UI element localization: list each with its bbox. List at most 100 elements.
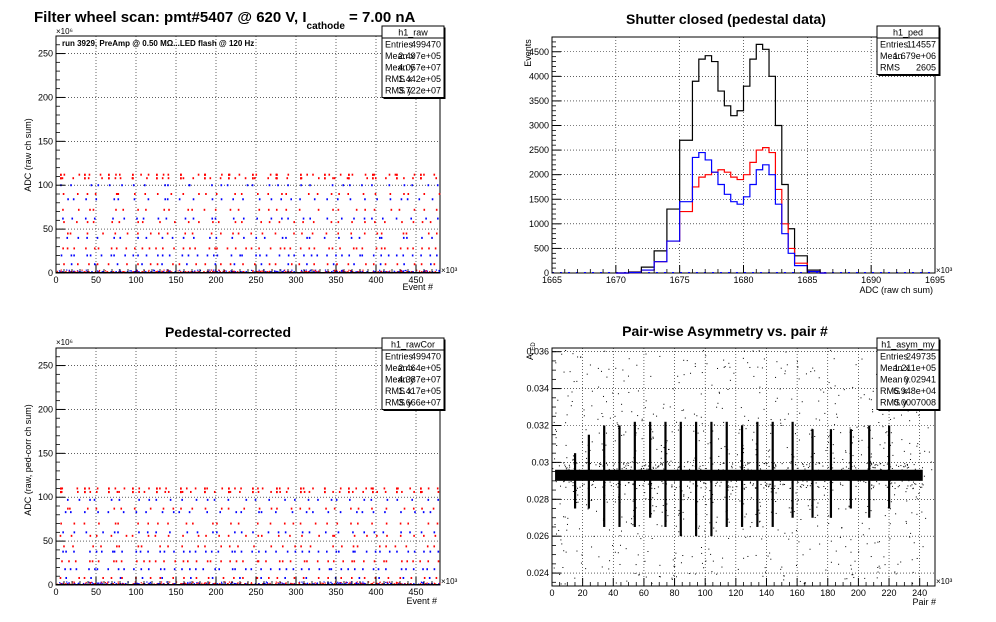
cor-point xyxy=(384,490,387,493)
cor-point xyxy=(333,534,336,537)
asym-point xyxy=(602,519,604,521)
raw-point xyxy=(413,263,416,266)
asym-point xyxy=(823,494,825,496)
asym-point xyxy=(628,482,630,484)
ped-ytick-label: 2500 xyxy=(529,145,549,155)
asym-point xyxy=(729,478,731,480)
raw-point xyxy=(340,217,343,220)
cor-point xyxy=(348,490,350,494)
raw-point xyxy=(341,269,343,272)
raw-point xyxy=(95,198,98,201)
cor-point xyxy=(265,581,267,583)
cor-point xyxy=(386,582,388,584)
asym-point xyxy=(664,426,666,428)
cor-point xyxy=(197,545,200,548)
raw-point xyxy=(277,184,279,187)
raw-point xyxy=(326,198,328,201)
cor-point xyxy=(92,545,94,548)
cor-point xyxy=(372,487,374,490)
asym-point xyxy=(712,501,714,503)
cor-point xyxy=(205,582,207,584)
asym-point xyxy=(692,465,694,467)
asym-point xyxy=(784,370,786,372)
raw-point xyxy=(438,269,440,272)
asym-point xyxy=(775,501,777,503)
raw-point xyxy=(281,271,283,273)
raw-point xyxy=(395,217,398,220)
asym-point xyxy=(701,423,703,425)
asym-point xyxy=(719,485,721,487)
cor-point xyxy=(339,487,342,490)
asym-point xyxy=(851,574,853,576)
cor-point xyxy=(195,568,197,571)
asym-point xyxy=(688,473,690,475)
asym-point xyxy=(591,484,593,486)
raw-point xyxy=(234,193,236,195)
raw-stats-label: Entries xyxy=(385,40,414,50)
asym-point xyxy=(698,440,700,442)
cor-point xyxy=(433,545,436,548)
asym-point xyxy=(811,453,813,455)
asym-point xyxy=(770,491,772,493)
raw-point xyxy=(78,173,81,176)
asym-point xyxy=(671,578,673,580)
asym-point xyxy=(870,456,872,458)
cor-point xyxy=(363,576,366,579)
asym-point xyxy=(657,486,659,488)
raw-point xyxy=(400,270,403,273)
asym-point xyxy=(809,548,811,550)
asym-point xyxy=(722,462,724,464)
asym-point xyxy=(901,439,903,441)
cor-point xyxy=(85,531,88,534)
asym-point xyxy=(555,430,557,432)
asym-point xyxy=(633,524,635,526)
cor-point xyxy=(423,576,426,579)
raw-point xyxy=(307,271,309,273)
raw-point xyxy=(401,270,403,272)
asym-point xyxy=(683,409,685,411)
asym-point xyxy=(752,478,754,480)
cor-point xyxy=(78,498,81,501)
asym-point xyxy=(618,496,620,498)
ped-xtick-label: 1685 xyxy=(797,275,817,285)
asym-point xyxy=(774,471,776,473)
asym-point xyxy=(763,462,765,464)
ped-xtick-label: 1675 xyxy=(670,275,690,285)
asym-point xyxy=(790,507,792,509)
raw-point xyxy=(258,247,260,250)
asym-point xyxy=(564,583,566,585)
asym-point xyxy=(627,465,629,467)
raw-point xyxy=(351,173,354,176)
cor-point xyxy=(352,531,354,534)
asym-point xyxy=(652,413,654,415)
asym-spike xyxy=(868,425,871,518)
raw-point xyxy=(237,232,240,235)
cor-point xyxy=(385,560,388,563)
cor-point xyxy=(169,498,172,501)
cor-point xyxy=(261,487,264,490)
asym-point xyxy=(606,464,608,466)
cor-point xyxy=(108,490,110,494)
raw-stats-value: 499470 xyxy=(411,40,441,50)
cor-point xyxy=(383,487,386,490)
cor-stats-label: RMS x xyxy=(385,386,413,396)
asym-point xyxy=(752,439,754,441)
raw-point xyxy=(136,217,138,220)
asym-point xyxy=(906,463,908,465)
raw-point xyxy=(265,254,268,257)
asym-point xyxy=(612,392,614,394)
asym-point xyxy=(654,478,656,480)
cor-point xyxy=(180,487,182,490)
cor-point xyxy=(312,511,314,514)
cor-point xyxy=(394,545,397,548)
raw-point xyxy=(220,263,222,266)
cor-point xyxy=(192,581,194,583)
cor-point xyxy=(101,581,103,583)
asym-ytick-label: 0.026 xyxy=(526,531,549,541)
asym-point xyxy=(758,465,760,467)
cor-point xyxy=(433,568,436,571)
cor-point xyxy=(252,531,254,534)
raw-point xyxy=(90,184,93,187)
cor-point xyxy=(161,576,163,579)
cor-point xyxy=(174,560,177,563)
